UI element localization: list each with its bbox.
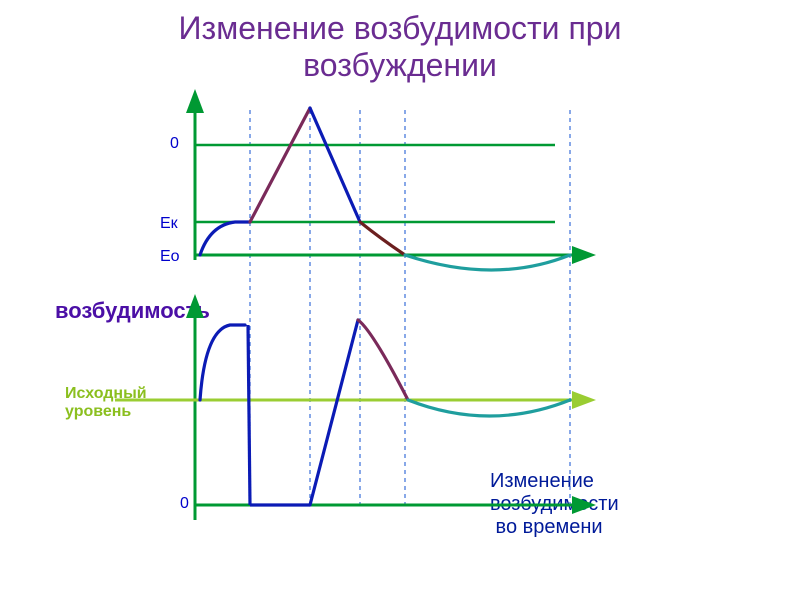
- excitability-chart: [0, 0, 800, 600]
